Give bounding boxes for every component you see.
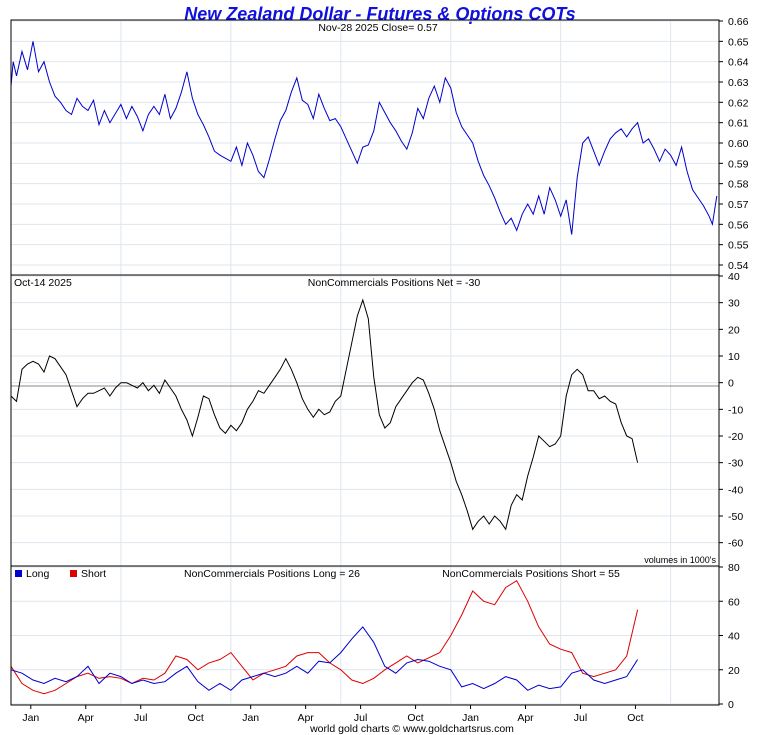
y-tick-label: 0 xyxy=(728,699,734,711)
x-tick-label: Jan xyxy=(462,712,479,724)
y-tick-label: -40 xyxy=(728,484,743,496)
y-tick-label: 20 xyxy=(728,665,740,677)
x-axis-ticks: Jan Apr Jul Oct Jan Apr Jul Oct Jan Apr Jul Oct xyxy=(22,705,644,724)
net-grid xyxy=(10,275,719,566)
y-tick-label: 0 xyxy=(728,378,734,390)
y-tick-label: 0.61 xyxy=(728,118,749,130)
x-tick-label: Jan xyxy=(22,712,39,724)
y-tick-label: -30 xyxy=(728,458,743,470)
y-tick-label: 0.62 xyxy=(728,97,749,109)
y-tick-label: 0.64 xyxy=(728,57,749,69)
y-tick-label: 0.60 xyxy=(728,138,749,150)
footer-credit: world gold charts © www.goldchartsrus.co… xyxy=(309,723,514,735)
net-panel xyxy=(10,274,720,567)
net-y-ticks: 40 30 20 10 0 -10 -20 -30 -40 -50 -60 xyxy=(719,271,743,550)
y-tick-label: 30 xyxy=(728,298,740,310)
price-series-line xyxy=(10,41,718,235)
y-tick-label: 0.63 xyxy=(728,77,749,89)
long-series-line xyxy=(10,626,639,691)
short-header: NonCommercials Positions Short = 55 xyxy=(442,568,620,580)
net-series-line xyxy=(10,298,639,531)
x-tick-label: Jul xyxy=(134,712,147,724)
volumes-note: volumes in 1000's xyxy=(644,555,716,565)
y-tick-label: -50 xyxy=(728,511,743,523)
price-grid xyxy=(10,20,719,275)
short-series-line xyxy=(10,579,639,695)
y-tick-label: 0.55 xyxy=(728,240,749,252)
y-tick-label: 80 xyxy=(728,562,740,574)
long-header: NonCommercials Positions Long = 26 xyxy=(184,568,360,580)
x-tick-label: Apr xyxy=(297,712,314,724)
y-tick-label: 0.59 xyxy=(728,158,749,170)
y-tick-label: 0.65 xyxy=(728,36,749,48)
y-tick-label: 40 xyxy=(728,271,740,283)
legend-short-swatch xyxy=(70,570,77,577)
y-tick-label: 60 xyxy=(728,596,740,608)
y-tick-label: 0.56 xyxy=(728,219,749,231)
price-y-ticks: 0.66 0.65 0.64 0.63 0.62 0.61 0.60 0.59 0.58 0.57… xyxy=(719,16,749,272)
x-tick-label: Apr xyxy=(78,712,95,724)
net-header: NonCommercials Positions Net = -30 xyxy=(308,277,481,289)
y-tick-label: 0.66 xyxy=(728,16,749,28)
y-tick-label: 10 xyxy=(728,351,740,363)
y-tick-label: -10 xyxy=(728,404,743,416)
y-tick-label: 0.58 xyxy=(728,179,749,191)
x-tick-label: Oct xyxy=(627,712,643,724)
legend-long-label: Long xyxy=(26,568,50,580)
x-tick-label: Apr xyxy=(517,712,534,724)
y-tick-label: 0.57 xyxy=(728,199,749,211)
net-date-label: Oct-14 2025 xyxy=(14,277,72,289)
y-tick-label: -20 xyxy=(728,431,743,443)
x-tick-label: Oct xyxy=(407,712,423,724)
x-tick-label: Jan xyxy=(242,712,259,724)
x-tick-label: Jul xyxy=(354,712,367,724)
price-panel xyxy=(10,19,720,276)
y-tick-label: 20 xyxy=(728,324,740,336)
y-tick-label: 40 xyxy=(728,631,740,643)
x-tick-label: Oct xyxy=(188,712,204,724)
y-tick-label: -60 xyxy=(728,538,743,550)
long-short-y-ticks: 80 60 40 20 0 xyxy=(719,562,740,711)
chart-title: New Zealand Dollar - Futures & Options C… xyxy=(184,4,575,24)
y-tick-label: 0.54 xyxy=(728,260,749,272)
price-header: Nov-28 2025 Close= 0.57 xyxy=(318,22,438,34)
legend-long-swatch xyxy=(15,570,22,577)
legend-short-label: Short xyxy=(81,568,106,580)
x-tick-label: Jul xyxy=(574,712,587,724)
long-short-grid xyxy=(10,566,719,705)
